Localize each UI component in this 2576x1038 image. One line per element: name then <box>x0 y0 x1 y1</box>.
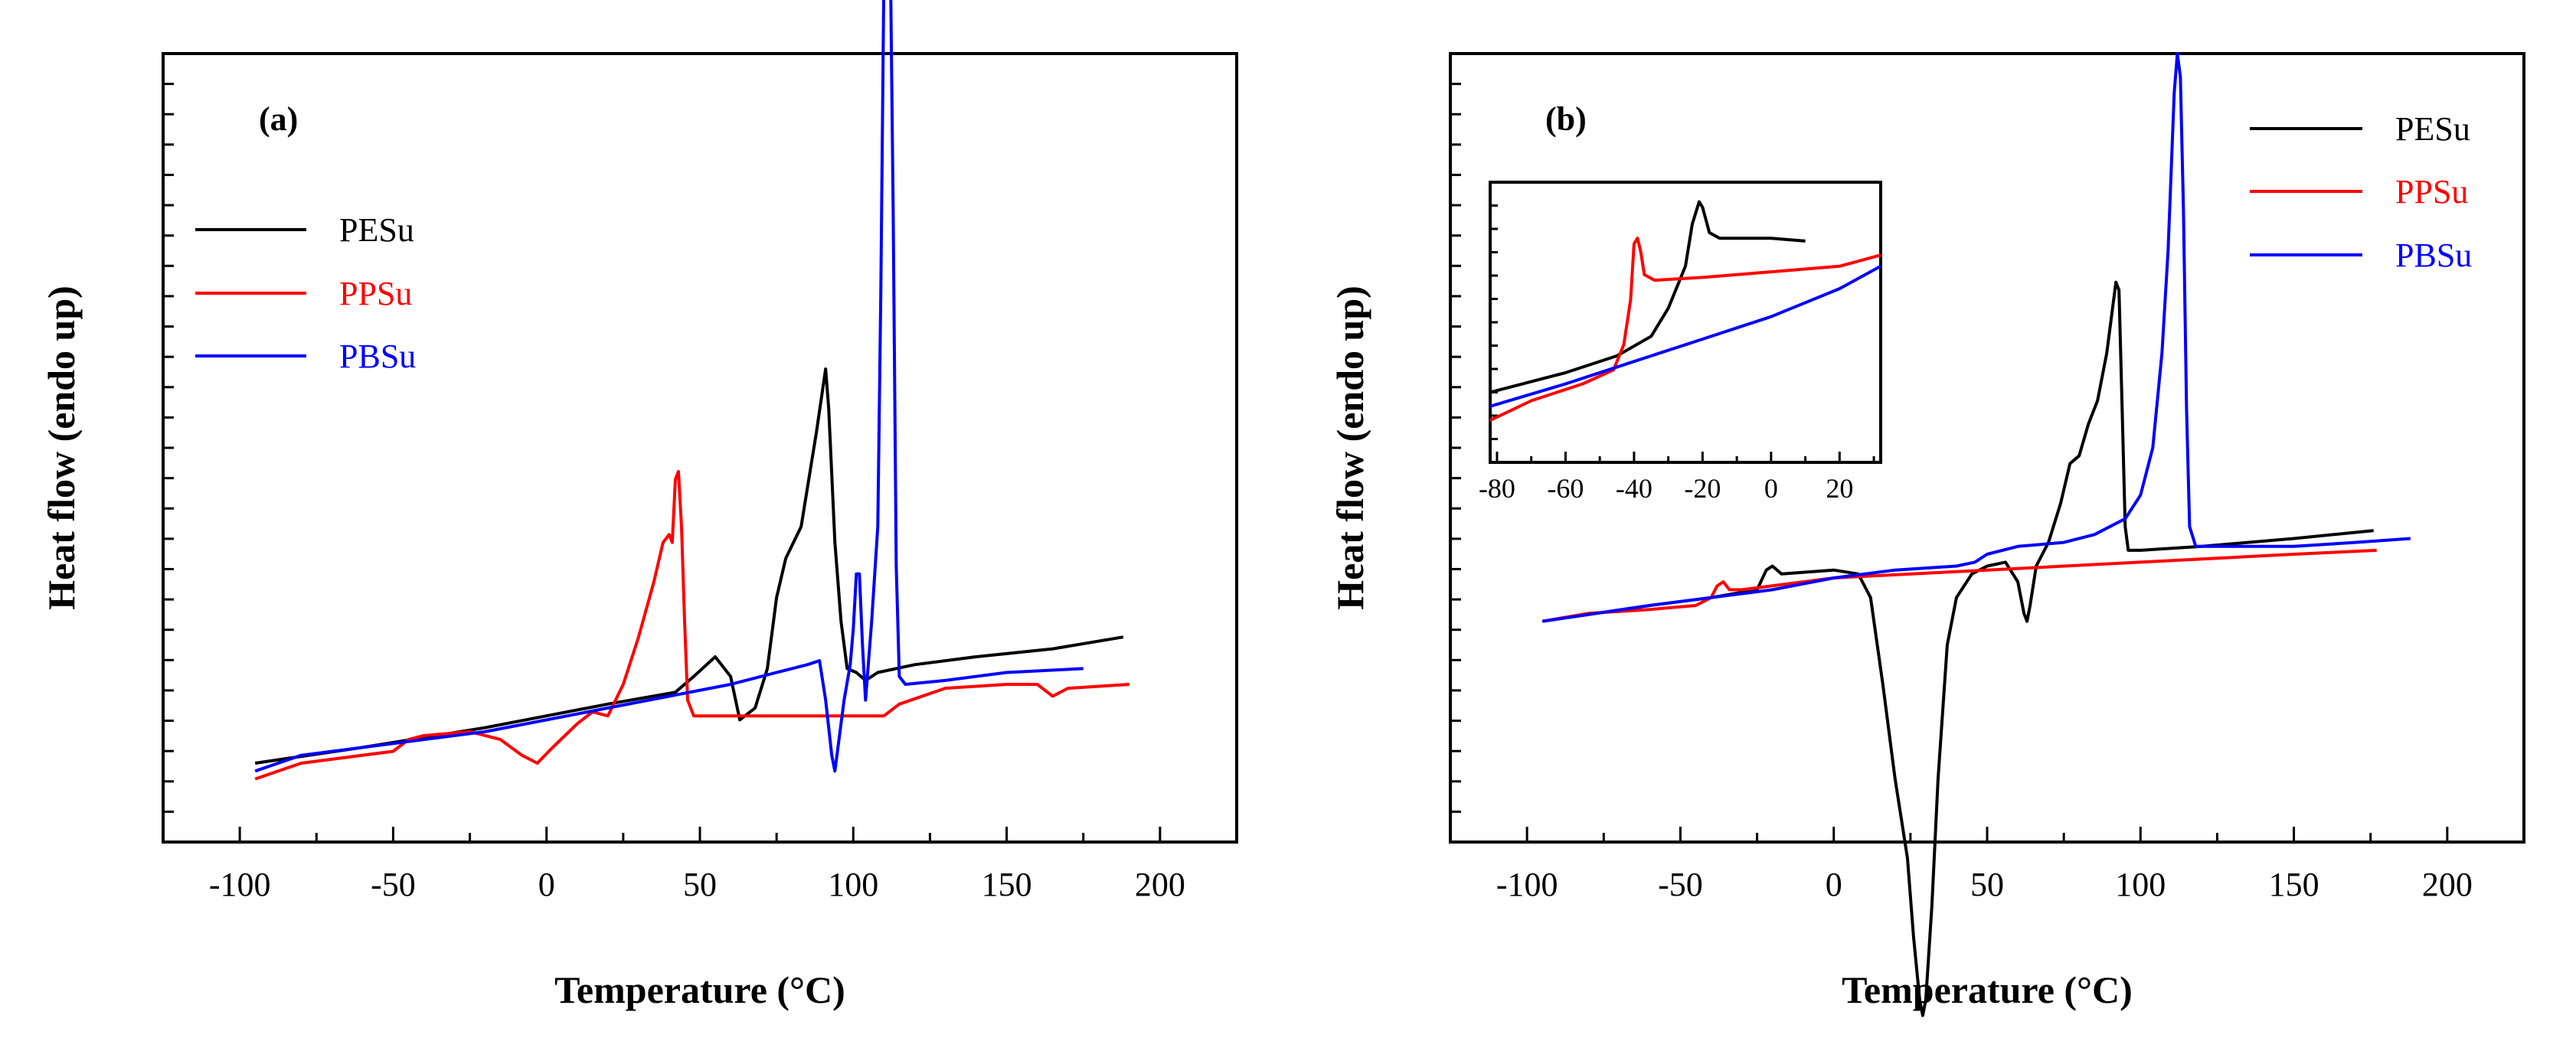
series-line-ppsu <box>1541 548 2377 623</box>
inset-series-group <box>1489 200 1881 422</box>
y-axis-ticks-b <box>1450 52 1461 844</box>
y-axis-label-b: Heat flow (endo up) <box>1329 286 1371 610</box>
x-axis-ticks-b: -100 -50 0 50 100 150 200 <box>1449 827 2525 903</box>
inset-plot: -80 -60 -40 -20 0 20 <box>1479 181 1882 504</box>
y-axis-ticks-a <box>163 52 174 844</box>
legend-label-ppsu-a: PPSu <box>339 275 412 312</box>
x-tick-label: -100 <box>1496 866 1558 903</box>
inset-frame <box>1489 181 1882 464</box>
x-tick-label: 50 <box>683 866 717 903</box>
x-tick-label: 150 <box>2269 866 2319 903</box>
inset-x-tick-label: -40 <box>1616 473 1652 504</box>
series-group-b <box>1541 52 2411 1017</box>
series-line-pbsu <box>1541 52 2411 623</box>
x-tick-label: -50 <box>1658 866 1703 903</box>
x-tick-label: 100 <box>2115 866 2166 903</box>
x-tick-label: -100 <box>209 866 271 903</box>
legend-label-ppsu-b: PPSu <box>2395 173 2468 211</box>
series-line-pesu <box>254 367 1124 765</box>
x-axis-label-a: Temperature (°C) <box>554 968 845 1011</box>
x-tick-label: 150 <box>982 866 1032 903</box>
series-line-pesu <box>1541 280 2374 1017</box>
x-tick-label: 200 <box>1135 866 1185 903</box>
x-tick-label: 0 <box>1826 866 1842 903</box>
legend-a: PESu PPSu PBSu <box>195 211 416 375</box>
inset-x-ticks: -80 -60 -40 -20 0 20 <box>1479 452 1875 504</box>
legend-label-pbsu-b: PBSu <box>2395 237 2472 274</box>
inset-x-tick-label: -20 <box>1684 473 1721 504</box>
x-tick-label: 200 <box>2422 866 2473 903</box>
panel-b: -100 -50 0 50 100 150 200 (b) PESu PPSu PBSu -… <box>1329 52 2525 1017</box>
inset-series-line-pbsu <box>1489 265 1881 408</box>
series-line-ppsu <box>254 469 1129 781</box>
plot-frame-a <box>162 52 1238 844</box>
y-axis-label-a: Heat flow (endo up) <box>40 286 83 610</box>
panel-label-a: (a) <box>259 100 298 138</box>
x-tick-label: 50 <box>1970 866 2004 903</box>
series-group-a <box>254 0 1129 781</box>
series-line-pbsu <box>254 0 1084 773</box>
legend-label-pbsu-a: PBSu <box>339 338 416 375</box>
x-tick-label: 100 <box>828 866 878 903</box>
x-axis-ticks-a: -100 -50 0 50 100 150 200 <box>162 827 1238 903</box>
inset-series-line-ppsu <box>1489 237 1881 422</box>
x-tick-label: -50 <box>371 866 416 903</box>
inset-x-tick-label: 20 <box>1826 473 1853 504</box>
legend-label-pesu-a: PESu <box>339 211 414 249</box>
x-axis-label-b: Temperature (°C) <box>1842 968 2133 1011</box>
inset-series-line-pesu <box>1489 200 1806 394</box>
inset-x-tick-label: 0 <box>1764 473 1778 504</box>
legend-label-pesu-b: PESu <box>2395 110 2470 148</box>
panel-label-b: (b) <box>1545 100 1587 138</box>
x-tick-label: 0 <box>538 866 555 903</box>
inset-x-tick-label: -80 <box>1479 473 1515 504</box>
legend-b: PESu PPSu PBSu <box>2250 110 2472 274</box>
inset-x-tick-label: -60 <box>1547 473 1584 504</box>
panel-a: -100 -50 0 50 100 150 200 (a) PESu PPSu PBSu H… <box>40 0 1238 1011</box>
